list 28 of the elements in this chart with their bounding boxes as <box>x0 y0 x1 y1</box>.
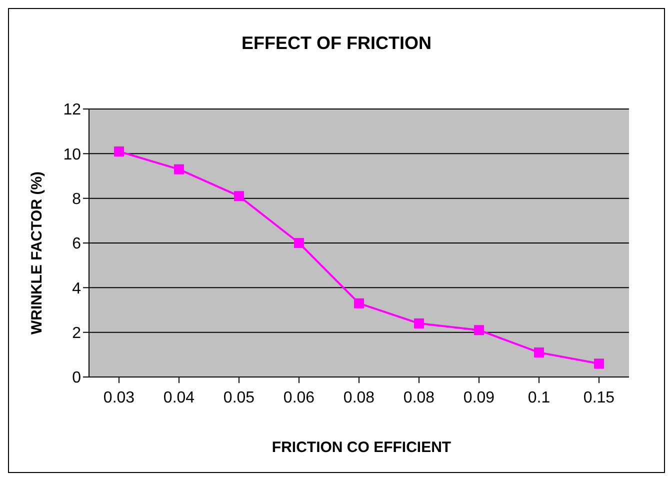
y-axis-title: WRINKLE FACTOR (%) <box>28 171 46 335</box>
x-tick-label: 0.1 <box>528 389 550 406</box>
y-tick-label: 4 <box>72 280 82 298</box>
point <box>594 358 604 369</box>
point <box>354 298 364 308</box>
point <box>294 238 304 248</box>
y-tick-label: 8 <box>72 191 82 208</box>
y-tick-label: 6 <box>72 236 82 253</box>
point <box>534 347 544 358</box>
x-tick-label: 0.08 <box>403 389 435 406</box>
point <box>174 164 184 174</box>
point <box>414 318 424 328</box>
x-tick-label: 0.03 <box>103 389 135 406</box>
chart-title: EFFECT OF FRICTION <box>240 33 432 54</box>
x-tick-label: 0.05 <box>223 389 255 406</box>
x-axis-title: FRICTION CO EFFICIENT <box>270 439 452 456</box>
point <box>234 191 244 202</box>
point <box>474 325 484 336</box>
y-tick-label: 12 <box>63 102 82 119</box>
x-tick-label: 0.04 <box>163 389 195 406</box>
x-tick-label: 0.08 <box>343 389 375 406</box>
y-tick-label: 2 <box>72 325 82 342</box>
x-tick-label: 0.15 <box>583 389 615 406</box>
y-tick-label: 0 <box>72 370 82 387</box>
x-tick-label: 0.06 <box>283 389 315 406</box>
y-tick-label: 10 <box>63 146 82 164</box>
point <box>114 146 124 156</box>
x-tick-label: 0.09 <box>463 389 495 406</box>
